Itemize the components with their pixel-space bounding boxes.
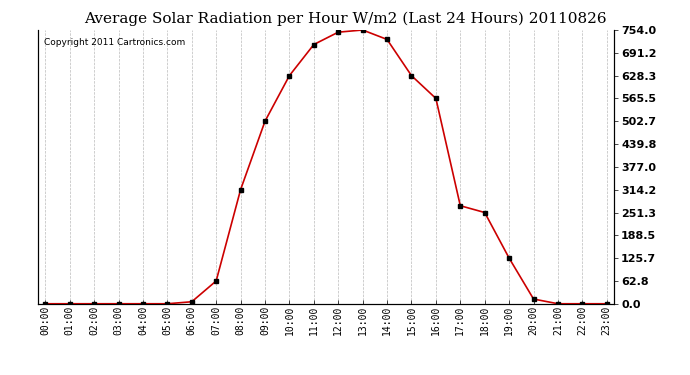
Text: Average Solar Radiation per Hour W/m2 (Last 24 Hours) 20110826: Average Solar Radiation per Hour W/m2 (L… — [83, 11, 607, 26]
Text: Copyright 2011 Cartronics.com: Copyright 2011 Cartronics.com — [43, 38, 185, 47]
